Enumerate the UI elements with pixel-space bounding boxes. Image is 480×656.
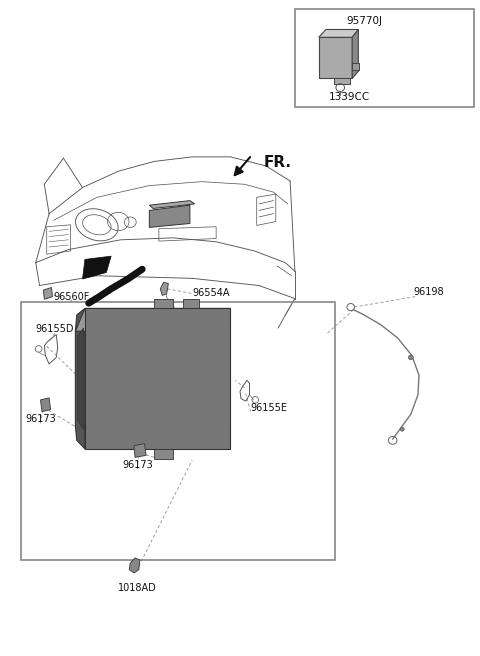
Polygon shape	[352, 64, 360, 70]
Polygon shape	[334, 79, 350, 85]
Polygon shape	[134, 443, 146, 457]
Polygon shape	[154, 449, 173, 459]
Text: 96173: 96173	[122, 460, 153, 470]
Polygon shape	[319, 30, 359, 37]
Text: 1018AD: 1018AD	[118, 583, 157, 593]
Text: 96155E: 96155E	[251, 403, 288, 413]
Polygon shape	[40, 398, 50, 411]
Polygon shape	[149, 205, 190, 228]
Polygon shape	[149, 201, 195, 209]
Text: 96173: 96173	[25, 415, 56, 424]
Text: 96198: 96198	[413, 287, 444, 297]
Polygon shape	[83, 256, 111, 279]
Polygon shape	[319, 37, 352, 79]
Ellipse shape	[400, 427, 404, 431]
Polygon shape	[85, 308, 230, 449]
Polygon shape	[352, 30, 359, 79]
Bar	[295, 9, 474, 107]
Polygon shape	[154, 298, 173, 308]
Text: 96155D: 96155D	[36, 324, 74, 335]
Polygon shape	[129, 558, 140, 573]
Polygon shape	[75, 308, 85, 449]
Bar	[22, 302, 336, 560]
Text: 96554A: 96554A	[192, 289, 230, 298]
Text: FR.: FR.	[264, 155, 292, 171]
Text: 1339CC: 1339CC	[329, 92, 371, 102]
Text: 96560F: 96560F	[54, 292, 90, 302]
Polygon shape	[43, 287, 52, 299]
Polygon shape	[183, 298, 199, 308]
Ellipse shape	[408, 355, 413, 359]
Text: 95770J: 95770J	[346, 16, 382, 26]
Polygon shape	[75, 308, 230, 331]
Polygon shape	[75, 426, 230, 449]
Polygon shape	[160, 282, 168, 295]
Polygon shape	[78, 328, 84, 429]
